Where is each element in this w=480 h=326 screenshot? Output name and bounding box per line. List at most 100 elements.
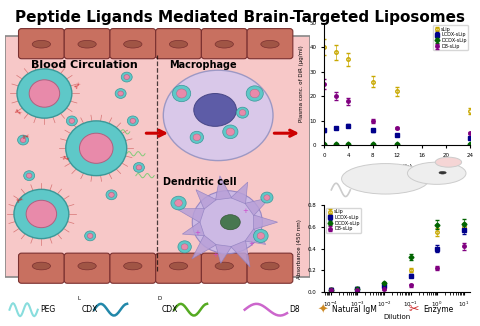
Text: Blood Circulation: Blood Circulation (31, 60, 137, 70)
Circle shape (171, 196, 186, 210)
Text: Peptide Ligands Mediated Brain-Targeted Liposomes: Peptide Ligands Mediated Brain-Targeted … (15, 10, 465, 25)
FancyBboxPatch shape (19, 29, 64, 59)
FancyBboxPatch shape (247, 29, 293, 59)
Y-axis label: Absorbance (450 nm): Absorbance (450 nm) (297, 219, 302, 278)
Ellipse shape (169, 40, 188, 48)
FancyBboxPatch shape (202, 29, 247, 59)
Legend: sLip, LCDX-sLip, DCDX-sLip, D8-sLip: sLip, LCDX-sLip, DCDX-sLip, D8-sLip (326, 208, 361, 233)
Circle shape (29, 80, 60, 107)
FancyBboxPatch shape (110, 29, 156, 59)
Ellipse shape (124, 262, 142, 270)
Polygon shape (231, 241, 250, 267)
Circle shape (14, 189, 69, 239)
Circle shape (226, 128, 235, 136)
Ellipse shape (220, 215, 240, 230)
FancyBboxPatch shape (19, 253, 64, 283)
Polygon shape (245, 198, 270, 215)
Circle shape (136, 165, 142, 170)
Circle shape (69, 118, 74, 123)
Circle shape (17, 69, 72, 118)
Circle shape (115, 89, 126, 98)
FancyBboxPatch shape (202, 253, 247, 283)
Text: Natural IgM: Natural IgM (332, 305, 377, 314)
X-axis label: Time (h): Time (h) (383, 163, 412, 170)
Circle shape (237, 107, 249, 118)
Text: ✂: ✂ (12, 107, 22, 118)
Circle shape (80, 133, 113, 163)
Circle shape (130, 118, 135, 123)
Circle shape (246, 86, 263, 101)
Ellipse shape (194, 94, 237, 126)
Circle shape (26, 173, 32, 178)
Polygon shape (196, 190, 216, 209)
Polygon shape (182, 222, 204, 236)
Circle shape (66, 121, 127, 176)
Ellipse shape (169, 262, 188, 270)
Polygon shape (253, 215, 277, 230)
Circle shape (178, 241, 192, 253)
X-axis label: Dilution: Dilution (384, 314, 411, 320)
Ellipse shape (261, 40, 279, 48)
Circle shape (253, 229, 268, 243)
Ellipse shape (163, 70, 273, 161)
Text: ✂: ✂ (72, 80, 84, 91)
FancyBboxPatch shape (64, 253, 110, 283)
FancyBboxPatch shape (64, 29, 110, 59)
FancyBboxPatch shape (5, 36, 310, 277)
Ellipse shape (342, 164, 430, 194)
Text: CDX: CDX (82, 305, 98, 314)
Circle shape (66, 116, 77, 126)
Text: PEG: PEG (40, 305, 55, 314)
Text: ✂: ✂ (15, 195, 25, 206)
Text: L: L (78, 296, 81, 301)
Circle shape (87, 233, 93, 238)
Circle shape (121, 72, 132, 82)
Circle shape (118, 91, 123, 96)
Circle shape (264, 195, 270, 200)
Polygon shape (176, 209, 204, 223)
Polygon shape (192, 235, 216, 259)
Circle shape (193, 134, 201, 141)
Legend: sLip, LCDX-sLip, DCDX-sLip, D8-sLip: sLip, LCDX-sLip, DCDX-sLip, D8-sLip (433, 25, 468, 50)
Text: CDX: CDX (161, 305, 178, 314)
Circle shape (133, 162, 144, 172)
Ellipse shape (215, 262, 233, 270)
Circle shape (127, 116, 138, 126)
Circle shape (109, 192, 114, 197)
Text: +: + (243, 208, 249, 214)
Polygon shape (216, 176, 231, 200)
Text: +: + (249, 241, 254, 247)
Circle shape (172, 85, 191, 102)
Ellipse shape (261, 262, 279, 270)
Circle shape (192, 191, 263, 254)
FancyBboxPatch shape (156, 253, 202, 283)
Circle shape (84, 231, 96, 241)
Ellipse shape (32, 40, 50, 48)
Text: ✂: ✂ (409, 303, 420, 316)
Ellipse shape (124, 40, 142, 48)
Polygon shape (231, 182, 248, 204)
Polygon shape (245, 229, 266, 244)
Text: +: + (194, 230, 200, 236)
FancyBboxPatch shape (110, 253, 156, 283)
Circle shape (181, 244, 188, 250)
Text: ✦: ✦ (317, 303, 327, 316)
Circle shape (223, 125, 238, 139)
Circle shape (20, 138, 26, 142)
Circle shape (408, 162, 466, 184)
Text: Macrophage: Macrophage (169, 60, 237, 70)
Ellipse shape (78, 262, 96, 270)
Text: ✂: ✂ (22, 132, 30, 142)
Text: Enzyme: Enzyme (423, 305, 454, 314)
Circle shape (124, 75, 130, 80)
Text: D8: D8 (289, 305, 300, 314)
Circle shape (439, 171, 446, 174)
Ellipse shape (215, 40, 233, 48)
Circle shape (261, 192, 273, 203)
Circle shape (257, 233, 264, 239)
Circle shape (24, 171, 35, 181)
Circle shape (106, 190, 117, 200)
Circle shape (239, 110, 246, 116)
Circle shape (190, 131, 204, 143)
Ellipse shape (32, 262, 50, 270)
